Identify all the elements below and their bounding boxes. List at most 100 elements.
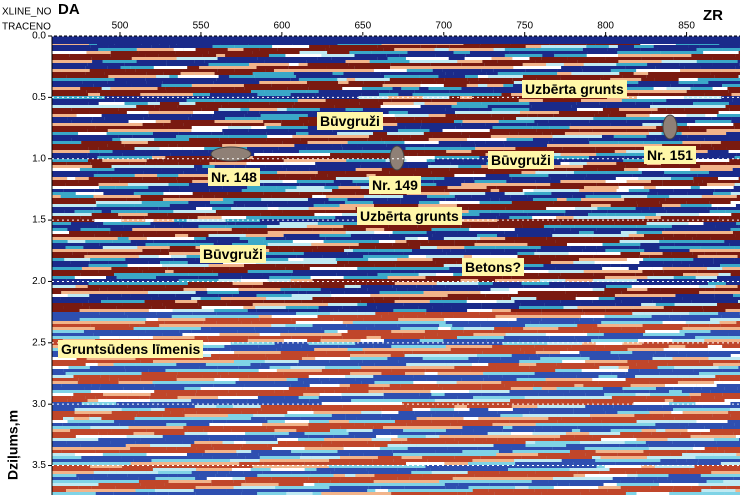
texture bbox=[344, 156, 382, 159]
texture bbox=[164, 483, 212, 486]
texture bbox=[368, 486, 381, 489]
texture bbox=[52, 51, 87, 54]
texture bbox=[194, 336, 208, 339]
texture bbox=[635, 477, 658, 480]
texture bbox=[129, 207, 159, 210]
texture bbox=[476, 348, 521, 351]
texture bbox=[546, 237, 593, 240]
texture bbox=[662, 183, 699, 186]
texture bbox=[569, 162, 587, 165]
texture bbox=[177, 372, 218, 375]
texture bbox=[499, 480, 532, 483]
texture bbox=[52, 132, 79, 135]
texture bbox=[183, 123, 232, 126]
texture bbox=[430, 408, 455, 411]
texture bbox=[704, 93, 732, 96]
texture bbox=[366, 282, 395, 285]
texture bbox=[627, 474, 638, 477]
texture bbox=[261, 408, 299, 411]
texture bbox=[459, 447, 478, 450]
texture bbox=[618, 354, 654, 357]
texture bbox=[372, 462, 407, 465]
texture bbox=[636, 279, 670, 282]
texture bbox=[171, 315, 215, 318]
texture bbox=[73, 375, 101, 378]
texture bbox=[417, 153, 453, 156]
texture bbox=[631, 309, 673, 312]
texture bbox=[222, 129, 249, 132]
texture bbox=[122, 153, 153, 156]
texture bbox=[725, 309, 740, 312]
texture bbox=[423, 96, 450, 99]
texture bbox=[52, 462, 85, 465]
texture bbox=[186, 219, 226, 222]
texture bbox=[725, 282, 740, 285]
texture bbox=[274, 435, 309, 438]
texture bbox=[111, 411, 139, 414]
texture bbox=[67, 294, 90, 297]
texture bbox=[565, 315, 581, 318]
texture bbox=[417, 342, 448, 345]
texture bbox=[308, 207, 356, 210]
texture bbox=[325, 183, 341, 186]
texture bbox=[455, 126, 493, 129]
texture bbox=[70, 237, 118, 240]
texture bbox=[647, 276, 674, 279]
texture bbox=[454, 195, 472, 198]
texture bbox=[278, 147, 307, 150]
texture bbox=[592, 327, 622, 330]
texture bbox=[369, 60, 410, 63]
texture bbox=[404, 141, 439, 144]
texture bbox=[66, 489, 98, 492]
texture bbox=[717, 276, 740, 279]
texture bbox=[659, 246, 701, 249]
texture bbox=[374, 363, 407, 366]
texture bbox=[580, 354, 619, 357]
texture bbox=[415, 321, 446, 324]
texture bbox=[136, 243, 146, 246]
texture bbox=[92, 420, 115, 423]
texture bbox=[405, 237, 418, 240]
texture bbox=[443, 303, 482, 306]
texture bbox=[416, 417, 464, 420]
texture bbox=[582, 48, 608, 51]
texture bbox=[733, 432, 740, 435]
texture bbox=[479, 312, 517, 315]
texture bbox=[641, 210, 667, 213]
texture bbox=[711, 471, 740, 474]
texture bbox=[121, 234, 144, 237]
texture bbox=[456, 102, 482, 105]
texture bbox=[135, 363, 177, 366]
texture bbox=[188, 273, 219, 276]
texture bbox=[626, 258, 644, 261]
texture bbox=[373, 132, 388, 135]
texture bbox=[626, 180, 651, 183]
texture bbox=[511, 477, 553, 480]
texture bbox=[726, 459, 740, 462]
texture bbox=[182, 441, 195, 444]
texture bbox=[363, 318, 399, 321]
texture bbox=[239, 462, 264, 465]
texture bbox=[227, 48, 244, 51]
texture bbox=[638, 177, 671, 180]
texture bbox=[98, 48, 137, 51]
texture bbox=[183, 426, 224, 429]
texture bbox=[395, 240, 407, 243]
texture bbox=[194, 165, 203, 168]
texture bbox=[232, 405, 261, 408]
texture bbox=[534, 120, 549, 123]
texture bbox=[175, 234, 189, 237]
texture bbox=[739, 96, 740, 99]
texture bbox=[52, 252, 73, 255]
texture bbox=[556, 198, 567, 201]
texture bbox=[649, 132, 662, 135]
texture bbox=[256, 66, 289, 69]
texture bbox=[192, 192, 228, 195]
texture bbox=[423, 291, 469, 294]
texture bbox=[324, 390, 335, 393]
texture bbox=[537, 465, 574, 468]
texture bbox=[198, 276, 242, 279]
texture bbox=[571, 429, 581, 432]
texture bbox=[663, 237, 693, 240]
texture bbox=[652, 270, 664, 273]
